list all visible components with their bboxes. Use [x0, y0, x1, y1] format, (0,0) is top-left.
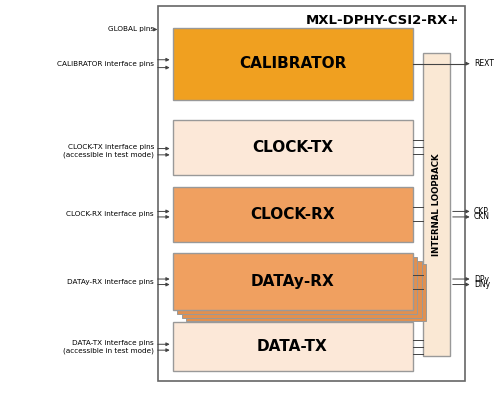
- Text: CLOCK-RX interface pins: CLOCK-RX interface pins: [66, 211, 154, 217]
- Bar: [172, 322, 412, 371]
- Bar: [172, 28, 412, 100]
- Text: CALIBRATOR interface pins: CALIBRATOR interface pins: [57, 61, 154, 67]
- Bar: [182, 261, 422, 318]
- Text: CALIBRATOR: CALIBRATOR: [239, 56, 346, 72]
- Text: INTERNAL LOOPBACK: INTERNAL LOOPBACK: [432, 153, 441, 256]
- Bar: [177, 257, 417, 314]
- Text: REXT: REXT: [474, 59, 494, 68]
- Text: CKN: CKN: [474, 213, 490, 221]
- Text: MXL-DPHY-CSI2-RX+: MXL-DPHY-CSI2-RX+: [306, 14, 459, 27]
- Text: DPy: DPy: [474, 275, 489, 283]
- Text: DATA-TX: DATA-TX: [257, 339, 328, 354]
- Text: DATAy-RX: DATAy-RX: [250, 274, 334, 290]
- Text: DATA-TX interface pins
(accessible in test mode): DATA-TX interface pins (accessible in te…: [63, 340, 154, 354]
- Bar: [186, 264, 426, 321]
- Bar: [422, 53, 450, 356]
- Text: DATAy-RX interface pins: DATAy-RX interface pins: [67, 279, 154, 285]
- Text: DNy: DNy: [474, 280, 490, 289]
- Bar: [172, 253, 412, 310]
- Text: GLOBAL pins: GLOBAL pins: [108, 26, 154, 33]
- Bar: [172, 120, 412, 175]
- Text: CLOCK-TX: CLOCK-TX: [252, 140, 333, 155]
- Bar: [158, 6, 465, 381]
- Bar: [172, 187, 412, 242]
- Text: CKP: CKP: [474, 207, 489, 216]
- Text: CLOCK-TX interface pins
(accessible in test mode): CLOCK-TX interface pins (accessible in t…: [63, 144, 154, 158]
- Text: CLOCK-RX: CLOCK-RX: [250, 207, 335, 222]
